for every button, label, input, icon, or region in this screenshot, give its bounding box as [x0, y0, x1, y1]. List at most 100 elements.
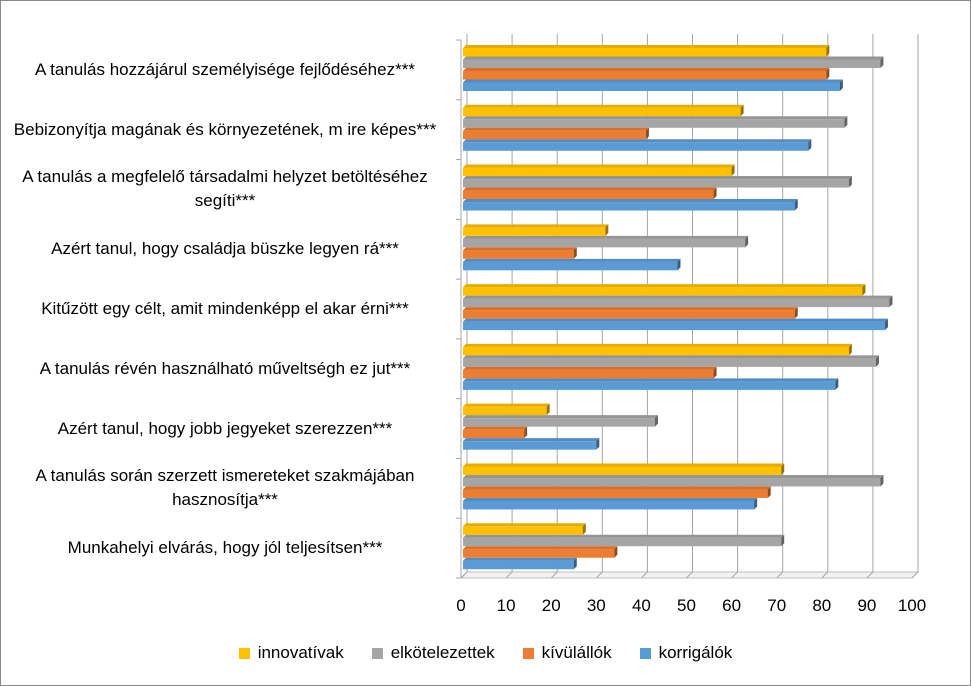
x-tick-label: 0 [456, 596, 465, 615]
legend-swatch [522, 647, 534, 659]
legend: innovatívak elkötelezettek kívülállók korri… [0, 643, 971, 663]
category-label: A tanulás hozzájárul személyisége fejlőd… [35, 59, 415, 79]
bar-side [862, 284, 866, 296]
bar-innovatívak [463, 107, 741, 117]
bar-top [463, 164, 735, 168]
bar-elkötelezettek [463, 298, 890, 308]
bar-side [614, 546, 618, 558]
bar-korrigálók [463, 142, 809, 151]
bar-side [645, 127, 649, 140]
bar-korrigálók [463, 261, 678, 271]
bar-korrigálók [463, 381, 836, 390]
bar-side [884, 318, 888, 331]
bar-side [794, 307, 798, 319]
bar-top [463, 415, 658, 419]
bar-top [463, 235, 749, 239]
x-tick-label: 90 [857, 596, 876, 615]
gridline-depth [821, 571, 829, 579]
bar-elkötelezettek [463, 418, 655, 427]
bar-kívülállók [463, 429, 525, 439]
bar-side [654, 415, 658, 427]
bar-top [463, 68, 830, 71]
gridline-depth [911, 571, 919, 579]
bar-elkötelezettek [463, 59, 881, 68]
bar-top [463, 247, 577, 251]
bar-side [848, 176, 852, 188]
bar-side [835, 378, 839, 390]
bar-top [463, 199, 798, 203]
legend-label: elkötelezettek [390, 643, 495, 662]
bar-top [463, 258, 681, 262]
legend-item: elkötelezettek [371, 643, 495, 663]
bar-side [889, 295, 893, 308]
bar-side [848, 343, 852, 356]
x-tick-label: 80 [812, 596, 831, 615]
bar-top [463, 45, 830, 48]
category-label: Bebizonyítja magának és környezetének, m… [13, 119, 437, 139]
bar-top [463, 557, 577, 561]
bar-side [596, 438, 600, 450]
bar-side [826, 68, 830, 80]
bar-top [463, 403, 550, 407]
bar-side [880, 474, 884, 487]
category-label: A tanulás során szerzett ismereteket sza… [35, 466, 415, 510]
bar-top [463, 104, 744, 108]
bar-side [573, 557, 577, 570]
bar-side [880, 56, 884, 68]
legend-swatch [371, 647, 383, 659]
bar-side [582, 523, 586, 535]
bar-top [463, 343, 852, 347]
bar-kívülállók [463, 250, 574, 259]
bar-korrigálók [463, 441, 597, 450]
gridline-depth [866, 571, 874, 579]
bar-top [463, 56, 884, 60]
x-tick-label: 100 [898, 596, 926, 615]
bar-top [463, 474, 884, 478]
category-label: Azért tanul, hogy családja büszke legyen… [51, 239, 399, 259]
bar-top [463, 486, 771, 490]
bar-side [524, 426, 528, 439]
bar-kívülállók [463, 310, 795, 319]
bar-korrigálók [463, 500, 755, 510]
bar-innovatívak [463, 466, 782, 475]
bar-side [781, 463, 785, 475]
legend-label: kívülállók [541, 643, 612, 662]
bar-side [826, 45, 830, 57]
bar-side [839, 79, 843, 91]
bar-innovatívak [463, 526, 583, 535]
legend-label: korrigálók [658, 643, 733, 662]
bar-side [767, 486, 771, 498]
bar-top [463, 284, 866, 288]
legend-item: kívülállók [522, 643, 612, 663]
bar-korrigálók [463, 560, 574, 570]
bar-innovatívak [463, 167, 732, 177]
bar-top [463, 127, 649, 131]
gridline-depth [505, 571, 513, 579]
bar-top [463, 355, 879, 359]
bar-top [463, 176, 852, 180]
bar-kívülállók [463, 489, 768, 498]
bar-side [573, 247, 577, 259]
bar-elkötelezettek [463, 179, 849, 188]
bar-side [844, 116, 848, 128]
bar-top [463, 534, 785, 538]
bar-kívülállók [463, 190, 714, 200]
bar-side [808, 139, 812, 151]
bar-elkötelezettek [463, 119, 845, 128]
bar-kívülállók [463, 71, 827, 80]
bar-korrigálók [463, 202, 795, 211]
category-label: Azért tanul, hogy jobb jegyeket szerezze… [57, 418, 393, 438]
x-tick-label: 20 [542, 596, 561, 615]
bar-elkötelezettek [463, 238, 746, 248]
x-tick-label: 30 [587, 596, 606, 615]
bar-side [713, 366, 717, 379]
bar-top [463, 463, 785, 467]
bar-top [463, 224, 609, 228]
bar-side [745, 235, 749, 248]
gridline-depth [595, 571, 603, 579]
bar-top [463, 139, 812, 143]
bar-side [754, 497, 758, 510]
category-label: A tanulás a megfelelő társadalmi helyzet… [22, 167, 428, 211]
bar-top [463, 116, 848, 120]
category-label: Munkahelyi elvárás, hogy jól teljesítsen… [67, 538, 383, 558]
